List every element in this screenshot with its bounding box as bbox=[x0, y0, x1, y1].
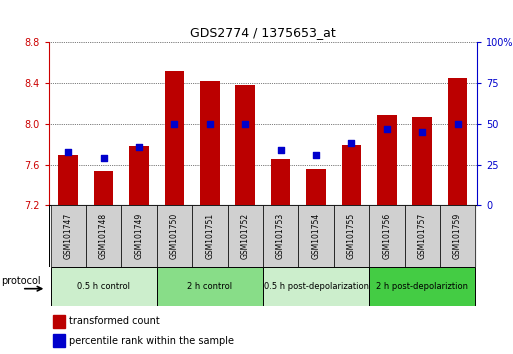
Point bbox=[206, 121, 214, 127]
Bar bbox=[129, 146, 149, 205]
Text: 0.5 h control: 0.5 h control bbox=[77, 282, 130, 291]
Text: GSM101757: GSM101757 bbox=[418, 213, 427, 259]
Bar bbox=[192, 205, 227, 267]
Point bbox=[170, 121, 179, 127]
Bar bbox=[369, 267, 476, 306]
Point bbox=[453, 121, 462, 127]
Bar bbox=[156, 205, 192, 267]
Bar bbox=[53, 334, 65, 347]
Text: GSM101756: GSM101756 bbox=[382, 213, 391, 259]
Point bbox=[418, 129, 426, 135]
Bar bbox=[263, 267, 369, 306]
Point bbox=[383, 126, 391, 132]
Bar bbox=[334, 205, 369, 267]
Bar bbox=[440, 205, 476, 267]
Bar bbox=[58, 155, 78, 205]
Title: GDS2774 / 1375653_at: GDS2774 / 1375653_at bbox=[190, 25, 336, 39]
Text: protocol: protocol bbox=[1, 276, 41, 286]
Bar bbox=[369, 205, 405, 267]
Text: GSM101755: GSM101755 bbox=[347, 213, 356, 259]
Text: percentile rank within the sample: percentile rank within the sample bbox=[69, 336, 234, 346]
Point bbox=[100, 155, 108, 161]
Text: transformed count: transformed count bbox=[69, 316, 160, 326]
Bar bbox=[86, 205, 121, 267]
Bar bbox=[53, 315, 65, 328]
Text: 2 h post-depolariztion: 2 h post-depolariztion bbox=[376, 282, 468, 291]
Bar bbox=[165, 71, 184, 205]
Bar bbox=[271, 159, 290, 205]
Point bbox=[277, 147, 285, 153]
Bar bbox=[405, 205, 440, 267]
Bar bbox=[412, 117, 432, 205]
Bar bbox=[156, 267, 263, 306]
Text: GSM101753: GSM101753 bbox=[276, 213, 285, 259]
Bar bbox=[306, 169, 326, 205]
Bar bbox=[200, 81, 220, 205]
Text: GSM101749: GSM101749 bbox=[134, 213, 144, 259]
Point bbox=[64, 149, 72, 154]
Bar bbox=[235, 85, 255, 205]
Bar bbox=[263, 205, 299, 267]
Point bbox=[241, 121, 249, 127]
Text: GSM101751: GSM101751 bbox=[205, 213, 214, 259]
Text: GSM101747: GSM101747 bbox=[64, 213, 73, 259]
Bar bbox=[377, 115, 397, 205]
Bar bbox=[94, 171, 113, 205]
Bar bbox=[50, 267, 156, 306]
Bar bbox=[342, 145, 361, 205]
Bar bbox=[121, 205, 156, 267]
Bar bbox=[50, 205, 86, 267]
Point bbox=[347, 141, 356, 146]
Bar bbox=[227, 205, 263, 267]
Text: GSM101750: GSM101750 bbox=[170, 213, 179, 259]
Text: 2 h control: 2 h control bbox=[187, 282, 232, 291]
Text: 0.5 h post-depolarization: 0.5 h post-depolarization bbox=[264, 282, 368, 291]
Bar bbox=[299, 205, 334, 267]
Text: GSM101752: GSM101752 bbox=[241, 213, 250, 259]
Bar bbox=[448, 78, 467, 205]
Text: GSM101759: GSM101759 bbox=[453, 213, 462, 259]
Point bbox=[135, 144, 143, 149]
Text: GSM101754: GSM101754 bbox=[311, 213, 321, 259]
Text: GSM101748: GSM101748 bbox=[99, 213, 108, 259]
Point bbox=[312, 152, 320, 158]
